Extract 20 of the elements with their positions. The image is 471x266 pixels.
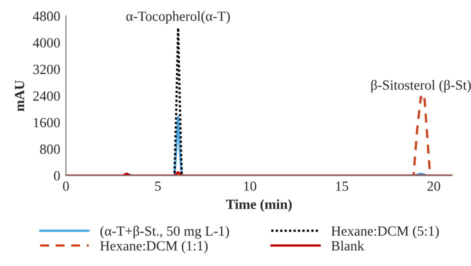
x-tick-label: 0 [62, 182, 69, 191]
y-tick-label: 0 [54, 171, 60, 181]
y-tick-label: 2400 [33, 91, 60, 101]
x-tick-label: 5 [155, 182, 161, 191]
legend-label: Hexane:DCM (1:1) [100, 240, 208, 254]
legend-label: Blank [331, 240, 364, 250]
annotation: α-Tocopherol(α-T) [126, 11, 230, 24]
y-tick-label: 800 [40, 144, 60, 154]
x-tick-label: 10 [244, 182, 256, 191]
y-tick-label: 1600 [34, 118, 60, 128]
x-tick-label: 20 [427, 182, 440, 191]
y-tick-label: 4000 [32, 38, 60, 48]
y-tick-label: 3200 [33, 64, 60, 74]
y-tick-label: 4800 [32, 12, 60, 21]
legend-label: (α-T+β-St., 50 mg L-1) [100, 226, 230, 239]
x-axis-title: Time (min) [226, 199, 292, 212]
x-tick-label: 15 [336, 182, 348, 191]
legend-label: Hexane:DCM (5:1) [331, 226, 439, 239]
annotation: β-Sitosterol (β-St) [371, 80, 471, 93]
y-axis-title: mAU [14, 80, 24, 112]
